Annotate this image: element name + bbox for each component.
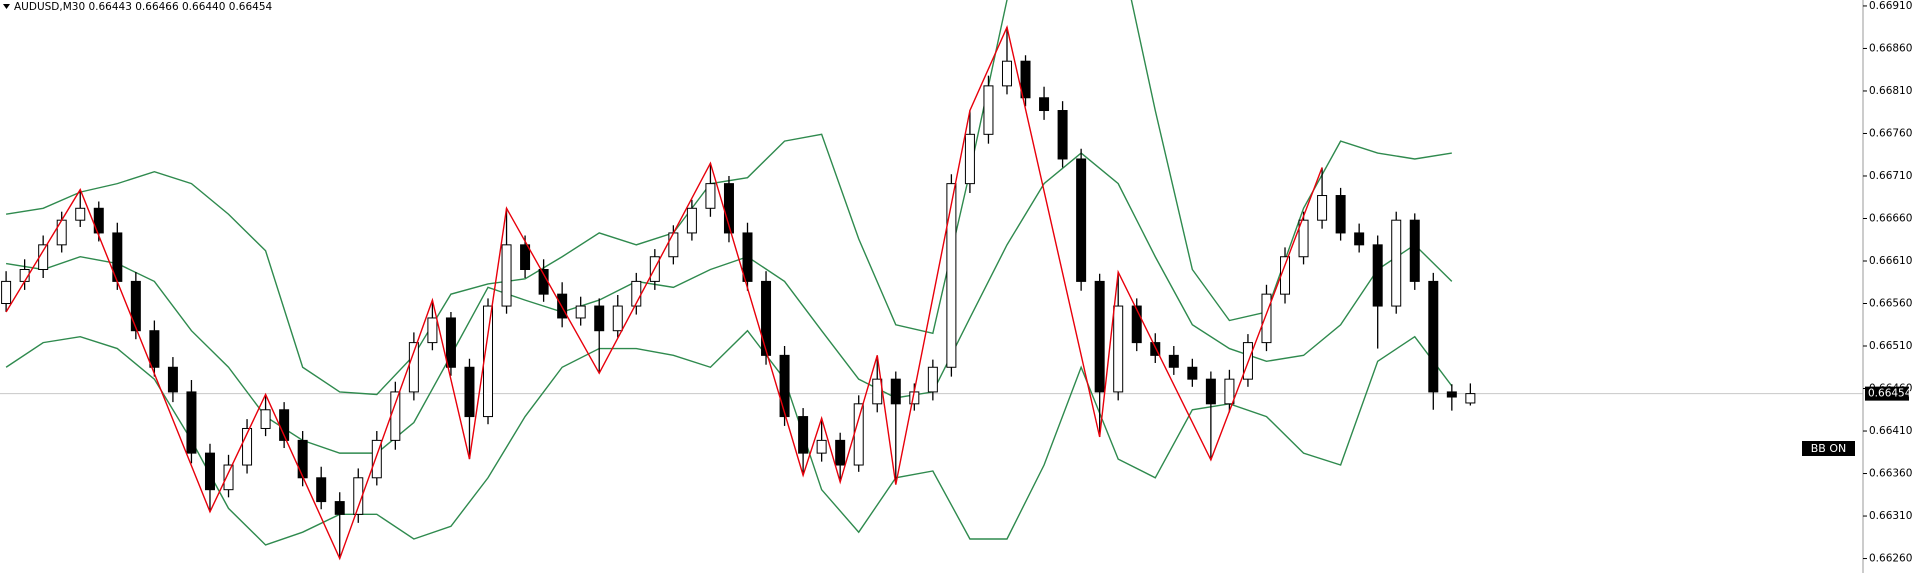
candle-body: [798, 416, 809, 454]
candle-body: [1205, 378, 1216, 405]
candle-body: [742, 232, 753, 282]
candle-body: [483, 305, 494, 418]
candle-body: [890, 378, 901, 405]
candle-body: [130, 280, 141, 332]
candle-body: [167, 366, 178, 393]
collapse-icon[interactable]: [3, 4, 10, 9]
candle-body: [316, 477, 327, 503]
y-tick-label: 0.66760: [1869, 127, 1912, 139]
candle-body: [612, 305, 623, 332]
candle-body: [853, 403, 864, 466]
candle-body: [1076, 158, 1087, 282]
candle-body: [1094, 280, 1105, 393]
candle-body: [983, 85, 994, 135]
candle-body: [1039, 97, 1050, 112]
candle-body: [1298, 219, 1309, 258]
candle-body: [594, 305, 605, 332]
candle-body: [56, 219, 67, 246]
candle-body: [927, 366, 938, 393]
candle-body: [816, 439, 827, 454]
candle-body: [1187, 366, 1198, 380]
candle-body: [204, 452, 215, 491]
candle-body: [779, 354, 790, 418]
candle-body: [1057, 110, 1068, 160]
y-tick-label: 0.66610: [1869, 255, 1912, 267]
candle-body: [1261, 293, 1272, 344]
candle-body: [1131, 305, 1142, 344]
current-price-box: [1865, 386, 1909, 401]
candle-body: [334, 501, 345, 515]
candle-body: [1446, 391, 1457, 398]
candle-body: [946, 183, 957, 368]
y-tick-label: 0.66510: [1869, 340, 1912, 352]
candle-body: [761, 280, 772, 356]
candle-body: [1020, 60, 1031, 99]
candle-body: [242, 427, 253, 466]
candle-body: [186, 391, 197, 454]
candle-body: [93, 207, 104, 234]
candle-body: [1391, 219, 1402, 307]
candle-body: [1354, 232, 1365, 246]
y-tick-label: 0.66310: [1869, 510, 1912, 522]
candle-body: [575, 305, 586, 319]
candle-body: [260, 409, 271, 429]
candle-body: [1113, 305, 1124, 393]
y-tick-label: 0.66660: [1869, 212, 1912, 224]
candle-body: [75, 207, 86, 221]
candle-body: [705, 183, 716, 209]
y-tick-label: 0.66560: [1869, 298, 1912, 310]
candle-body: [1001, 60, 1012, 87]
current-price-label: 0.66454: [1868, 388, 1912, 400]
candle-body: [1409, 219, 1420, 282]
candle-body: [1465, 393, 1476, 404]
candle-body: [872, 378, 883, 405]
y-tick-label: 0.66360: [1869, 468, 1912, 480]
candle-body: [1168, 354, 1179, 368]
zigzag: [5, 24, 1323, 561]
y-tick-label: 0.66710: [1869, 170, 1912, 182]
y-tick-label: 0.66910: [1869, 0, 1912, 12]
candle-body: [464, 366, 475, 418]
candle-body: [390, 391, 401, 441]
candle-body: [1224, 378, 1235, 405]
y-tick-label: 0.66410: [1869, 425, 1912, 437]
plot-area: [0, 0, 1863, 561]
indicator-label: BB ON: [1811, 442, 1846, 455]
candle-body: [1372, 244, 1383, 307]
candle-body: [427, 317, 438, 344]
candle-body: [668, 232, 679, 258]
candle-body: [501, 244, 512, 307]
candle-body: [1280, 256, 1291, 295]
candle-body: [964, 133, 975, 185]
candle-body: [297, 439, 308, 479]
candle-body: [1317, 195, 1328, 221]
candle-body: [1428, 280, 1439, 393]
candle-body: [408, 342, 419, 393]
candle-body: [1, 280, 12, 305]
candle-body: [686, 207, 697, 234]
y-tick-label: 0.66260: [1869, 553, 1912, 565]
candle-body: [149, 330, 160, 368]
chart-title: AUDUSD,M30 0.66443 0.66466 0.66440 0.664…: [14, 1, 272, 13]
candle-body: [835, 439, 846, 466]
bollinger-middle: [5, 152, 1453, 454]
indicator-box: [1802, 441, 1855, 456]
y-tick-label: 0.66810: [1869, 85, 1912, 97]
y-tick-label: 0.66860: [1869, 42, 1912, 54]
candle-body: [1335, 195, 1346, 234]
candle-body: [1150, 342, 1161, 356]
candle-body: [445, 317, 456, 368]
candle-body: [223, 464, 234, 491]
candle-body: [520, 244, 531, 270]
candle-body: [371, 439, 382, 479]
